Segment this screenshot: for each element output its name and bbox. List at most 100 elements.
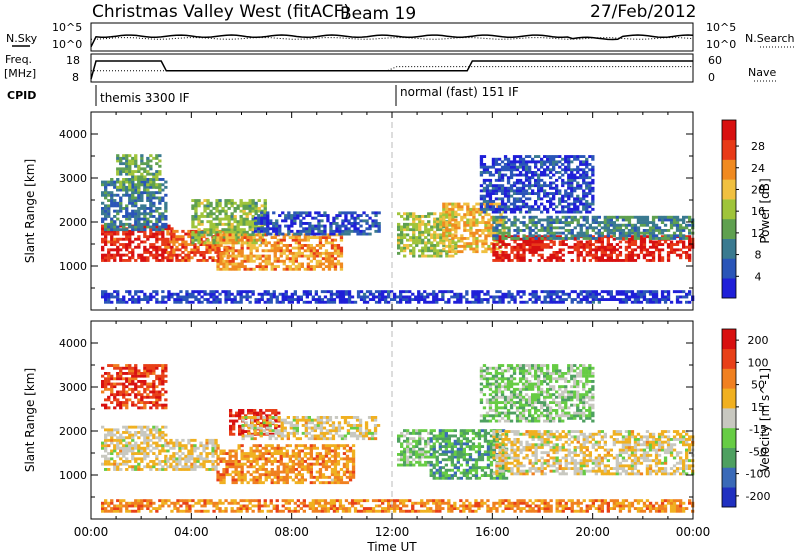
power-cell [421, 215, 425, 218]
power-cell [152, 290, 156, 294]
power-cell [110, 256, 114, 260]
power-cell [597, 221, 601, 224]
power-cell [669, 300, 674, 304]
power-cell [573, 200, 577, 203]
power-cell [418, 220, 422, 224]
power-cell [472, 221, 476, 224]
power-cell [475, 210, 479, 214]
power-cell [350, 211, 354, 215]
velocity-cell [214, 449, 218, 453]
power-cell [222, 262, 226, 266]
power-cell [282, 249, 286, 253]
power-cell [444, 290, 448, 294]
power-cell [205, 245, 209, 249]
power-cell [567, 215, 571, 219]
power-cell [161, 183, 165, 187]
power-cell [172, 232, 176, 236]
power-cell [197, 199, 201, 202]
power-cell [442, 234, 446, 238]
power-cell [143, 240, 147, 244]
power-cell [475, 231, 479, 235]
power-cell [463, 242, 467, 246]
power-cell [642, 237, 647, 241]
power-cell [609, 292, 613, 296]
power-cell [406, 215, 410, 218]
power-cell [233, 201, 237, 205]
power-cell [630, 253, 635, 257]
power-cell [137, 175, 141, 179]
power-cell [469, 218, 473, 222]
power-cell [494, 160, 499, 164]
power-cell [146, 222, 150, 226]
power-cell [477, 290, 481, 294]
power-cell [522, 290, 526, 294]
velocity-cell [234, 468, 238, 471]
power-colorbar-swatch [722, 199, 736, 220]
velocity-cell [134, 366, 138, 370]
power-cell [636, 226, 641, 230]
power-colorbar-tick-label: 24 [751, 162, 765, 175]
power-cell [685, 237, 689, 240]
power-cell [178, 235, 182, 239]
velocity-cell [131, 438, 135, 442]
power-cell [417, 300, 421, 304]
power-cell [230, 212, 234, 216]
power-cell [387, 292, 391, 296]
power-cell [445, 250, 449, 254]
power-cell [633, 240, 638, 244]
power-cell [573, 178, 577, 182]
power-cell [258, 254, 262, 258]
power-cell [495, 256, 499, 260]
power-colorbar-swatch [722, 120, 736, 141]
power-cell [528, 165, 532, 169]
power-cell [158, 185, 162, 189]
power-cell [506, 160, 511, 164]
velocity-cell [155, 425, 159, 429]
power-cell [552, 218, 556, 222]
power-cell [231, 233, 235, 237]
power-cell [552, 253, 556, 257]
power-cell [615, 229, 619, 232]
power-cell [279, 246, 283, 250]
power-cell [582, 173, 586, 177]
power-cell [239, 230, 243, 234]
velocity-cell [149, 372, 153, 375]
power-cell [585, 300, 589, 304]
power-cell [561, 226, 565, 230]
power-cell [245, 290, 249, 294]
power-cell [531, 295, 535, 299]
power-cell [341, 300, 346, 304]
velocity-cell [211, 441, 215, 445]
power-cell [134, 183, 138, 187]
power-cell [472, 205, 476, 209]
power-cell [134, 259, 138, 262]
velocity-cell [149, 468, 153, 471]
power-cell [234, 262, 238, 266]
power-colorbar-swatch [722, 218, 736, 239]
power-cell [484, 237, 488, 240]
power-cell [531, 221, 535, 224]
power-cell [561, 197, 565, 201]
power-cell [427, 228, 431, 232]
power-cell [125, 170, 129, 173]
power-cell [254, 216, 258, 220]
power-cell [573, 245, 577, 249]
power-cell [344, 300, 349, 304]
power-cell [513, 300, 517, 304]
power-cell [453, 300, 457, 304]
power-cell [178, 253, 182, 257]
power-cell [257, 225, 261, 229]
power-cell [546, 259, 550, 262]
power-cell [585, 160, 589, 164]
power-cell [221, 207, 225, 210]
velocity-cell [193, 465, 197, 469]
power-cell [543, 237, 547, 241]
power-cell [688, 256, 692, 260]
velocity-cell [116, 454, 120, 458]
velocity-cell [128, 465, 132, 469]
power-cell [321, 267, 326, 271]
power-cell [309, 267, 313, 271]
power-cell [215, 204, 219, 208]
power-cell [330, 262, 335, 266]
power-cell [521, 192, 526, 195]
